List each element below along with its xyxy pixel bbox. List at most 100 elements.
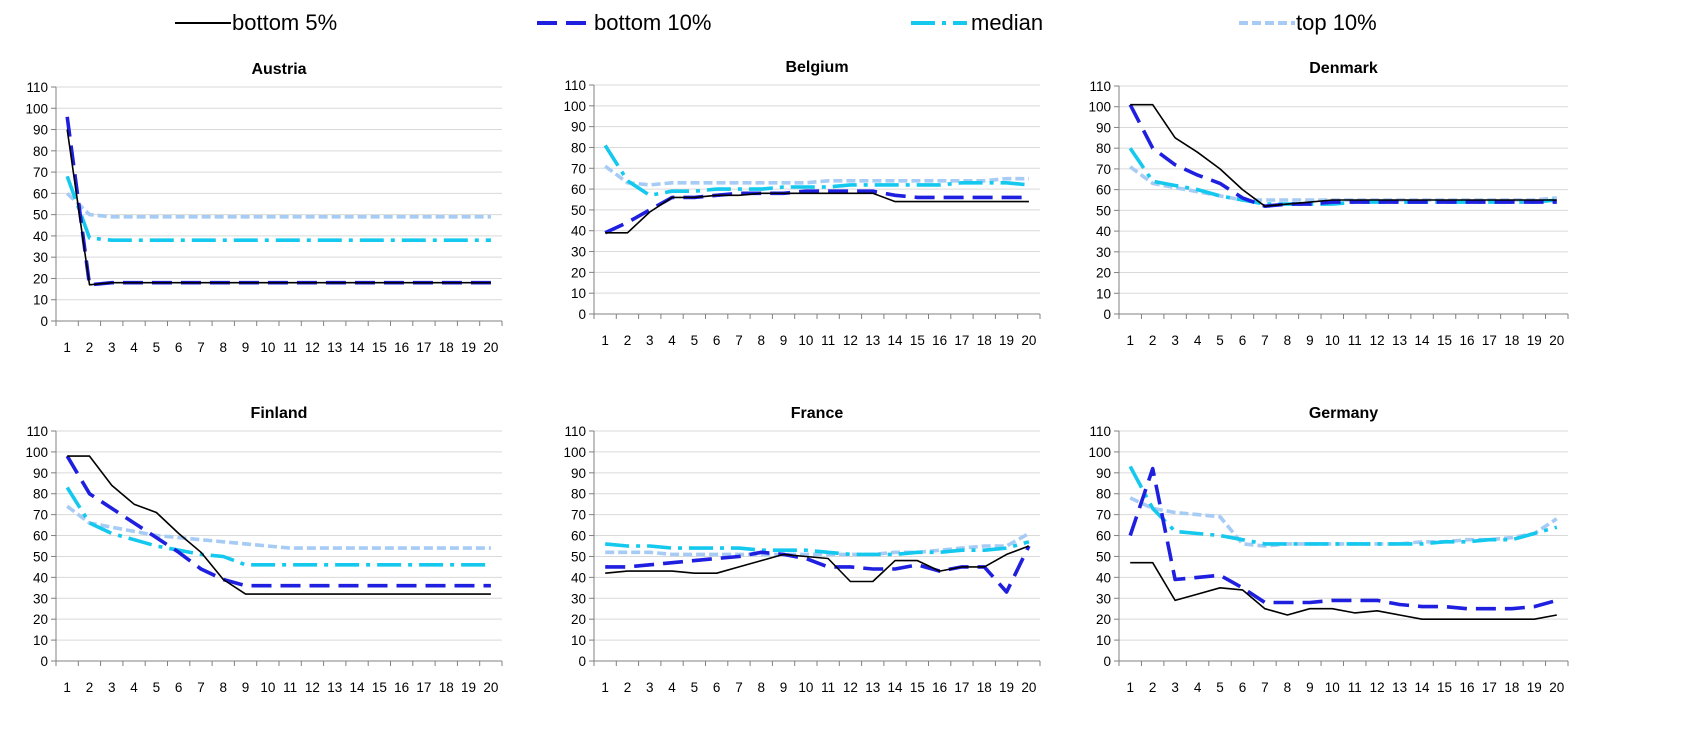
legend-label-top10: top 10% — [1296, 10, 1377, 35]
x-tick-label: 7 — [197, 680, 205, 695]
x-tick-label: 13 — [865, 680, 880, 695]
x-tick-label: 10 — [1325, 333, 1340, 348]
x-tick-label: 12 — [843, 680, 858, 695]
x-tick-label: 14 — [350, 340, 366, 355]
x-tick-label: 4 — [130, 680, 138, 695]
y-tick-label: 50 — [1096, 549, 1111, 564]
x-tick-label: 7 — [735, 333, 743, 348]
y-tick-label: 10 — [1096, 286, 1111, 301]
y-tick-label: 20 — [33, 271, 48, 286]
x-tick-label: 16 — [394, 680, 409, 695]
x-tick-label: 10 — [260, 680, 275, 695]
chart-legend: bottom 5% bottom 10% median top 10% — [0, 0, 1682, 46]
x-tick-label: 8 — [1284, 680, 1292, 695]
x-tick-label: 8 — [757, 680, 765, 695]
x-tick-label: 8 — [219, 680, 227, 695]
y-tick-label: 70 — [33, 508, 48, 523]
x-tick-label: 9 — [242, 340, 250, 355]
y-tick-label: 110 — [564, 78, 586, 93]
series-line-median — [1128, 465, 1558, 546]
x-tick-label: 11 — [283, 340, 297, 355]
x-tick-label: 4 — [668, 680, 676, 695]
y-tick-label: 80 — [1096, 141, 1111, 156]
x-tick-label: 9 — [1306, 680, 1314, 695]
y-tick-label: 80 — [571, 487, 586, 502]
x-tick-label: 19 — [1527, 333, 1542, 348]
x-tick-label: 19 — [461, 340, 476, 355]
legend-swatch-median — [911, 21, 967, 25]
y-tick-label: 40 — [1096, 224, 1111, 239]
y-tick-label: 30 — [33, 250, 48, 265]
x-tick-label: 5 — [1216, 333, 1224, 348]
x-tick-label: 20 — [483, 340, 498, 355]
x-tick-label: 20 — [1549, 333, 1564, 348]
series-line-median — [605, 540, 1030, 557]
y-tick-label: 20 — [1096, 266, 1111, 281]
chart-panel-finland: Finland 0 10 20 30 40 50 60 70 80 90 100 110 1 2 3 4 5 6 7 8… — [0, 400, 560, 720]
y-tick-label: 80 — [1096, 487, 1111, 502]
y-tick-label: 0 — [1103, 654, 1111, 669]
x-tick-label: 3 — [108, 680, 116, 695]
x-tick-label: 17 — [1482, 680, 1497, 695]
x-tick-label: 4 — [1194, 680, 1202, 695]
x-tick-label: 19 — [999, 680, 1014, 695]
x-tick-label: 13 — [327, 680, 342, 695]
y-tick-label: 70 — [1096, 162, 1111, 177]
series-line-bottom5 — [66, 129, 491, 286]
legend-label-bottom10: bottom 10% — [594, 10, 712, 35]
x-tick-label: 18 — [439, 340, 454, 355]
y-tick-label: 90 — [1096, 120, 1111, 135]
x-tick-label: 18 — [1504, 680, 1519, 695]
x-tick-label: 10 — [1325, 680, 1340, 695]
x-tick-label: 1 — [601, 333, 609, 348]
y-tick-label: 100 — [1088, 445, 1111, 460]
x-tick-label: 4 — [130, 340, 138, 355]
x-tick-label: 13 — [327, 340, 342, 355]
legend-item-top10: top 10% — [1238, 8, 1377, 38]
x-tick-label: 12 — [305, 340, 320, 355]
y-tick-label: 20 — [571, 612, 586, 627]
x-tick-label: 14 — [1415, 333, 1431, 348]
x-tick-label: 1 — [601, 680, 609, 695]
x-tick-label: 16 — [932, 333, 947, 348]
y-tick-label: 100 — [25, 445, 48, 460]
y-tick-label: 110 — [564, 424, 586, 439]
y-tick-label: 110 — [26, 80, 48, 95]
series-line-top10 — [605, 531, 1030, 557]
series-line-bottom5 — [1130, 561, 1557, 620]
series-line-bottom10 — [604, 189, 1029, 235]
x-tick-label: 19 — [1527, 680, 1542, 695]
x-tick-label: 3 — [646, 680, 654, 695]
y-tick-label: 20 — [33, 612, 48, 627]
x-tick-label: 12 — [1370, 680, 1385, 695]
x-tick-label: 6 — [175, 340, 183, 355]
x-tick-label: 6 — [1239, 333, 1247, 348]
x-tick-label: 3 — [646, 333, 654, 348]
y-tick-label: 30 — [33, 591, 48, 606]
x-tick-label: 3 — [1171, 680, 1179, 695]
x-tick-label: 5 — [1216, 680, 1224, 695]
y-tick-label: 110 — [1089, 424, 1111, 439]
legend-item-median: median — [910, 8, 1043, 38]
y-tick-label: 20 — [1096, 612, 1111, 627]
y-tick-label: 40 — [571, 570, 586, 585]
x-tick-label: 7 — [1261, 680, 1269, 695]
x-tick-label: 1 — [63, 340, 71, 355]
x-tick-label: 15 — [372, 680, 387, 695]
y-tick-label: 0 — [1103, 307, 1111, 322]
y-tick-label: 90 — [33, 466, 48, 481]
y-tick-label: 30 — [1096, 591, 1111, 606]
y-tick-label: 100 — [1088, 100, 1111, 115]
chart-panel-denmark: Denmark 0 10 20 30 40 50 60 70 80 90 100 110 1 2 3 4 5 6 7 8… — [1062, 55, 1677, 370]
x-tick-label: 11 — [821, 333, 835, 348]
x-tick-label: 12 — [1370, 333, 1385, 348]
x-tick-label: 11 — [1348, 333, 1362, 348]
x-tick-label: 12 — [843, 333, 858, 348]
y-tick-label: 50 — [571, 203, 586, 218]
x-tick-label: 19 — [461, 680, 476, 695]
x-tick-label: 20 — [483, 680, 498, 695]
x-tick-label: 10 — [260, 340, 275, 355]
y-tick-label: 10 — [1096, 633, 1111, 648]
